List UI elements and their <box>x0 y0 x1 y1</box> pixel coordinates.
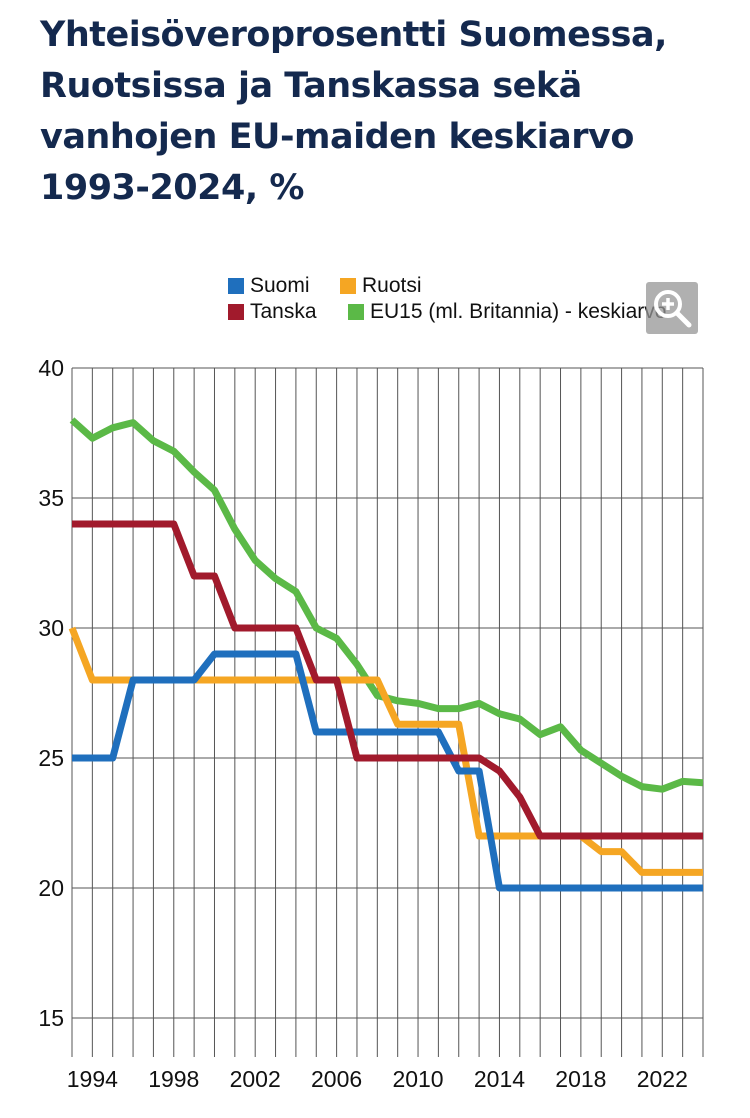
legend-swatch <box>348 304 364 320</box>
x-tick-label: 1994 <box>67 1066 118 1092</box>
y-tick-label: 20 <box>38 875 64 901</box>
y-tick-label: 40 <box>38 355 64 381</box>
legend-item-eu15[interactable]: EU15 (ml. Britannia) - keskiarvo <box>348 300 666 324</box>
series-line-suomi <box>72 650 703 892</box>
legend-label: Suomi <box>250 274 310 297</box>
x-tick-label: 2018 <box>555 1066 606 1092</box>
zoom-in-button[interactable] <box>646 282 698 334</box>
x-tick-label: 2006 <box>311 1066 362 1092</box>
legend-label: Tanska <box>250 300 317 323</box>
legend-label: Ruotsi <box>362 274 422 297</box>
x-tick-label: 2010 <box>392 1066 443 1092</box>
legend-item-ruotsi[interactable]: Ruotsi <box>340 274 422 298</box>
legend-item-tanska[interactable]: Tanska <box>228 300 317 324</box>
y-tick-label: 25 <box>38 745 64 771</box>
chart-title: Yhteisöveroprosentti Suomessa, Ruotsissa… <box>40 15 667 208</box>
legend-item-suomi[interactable]: Suomi <box>228 274 310 298</box>
legend-swatch <box>228 278 244 294</box>
x-tick-label: 1998 <box>148 1066 199 1092</box>
x-tick-label: 2014 <box>474 1066 525 1092</box>
legend-swatch <box>340 278 356 294</box>
y-tick-label: 30 <box>38 615 64 641</box>
y-tick-label: 15 <box>38 1005 64 1031</box>
x-tick-label: 2022 <box>637 1066 688 1092</box>
y-tick-label: 35 <box>38 485 64 511</box>
zoom-in-icon <box>654 290 692 328</box>
legend-label: EU15 (ml. Britannia) - keskiarvo <box>370 300 667 323</box>
series-line-tanska <box>72 520 703 840</box>
x-tick-label: 2002 <box>230 1066 281 1092</box>
legend-swatch <box>228 304 244 320</box>
